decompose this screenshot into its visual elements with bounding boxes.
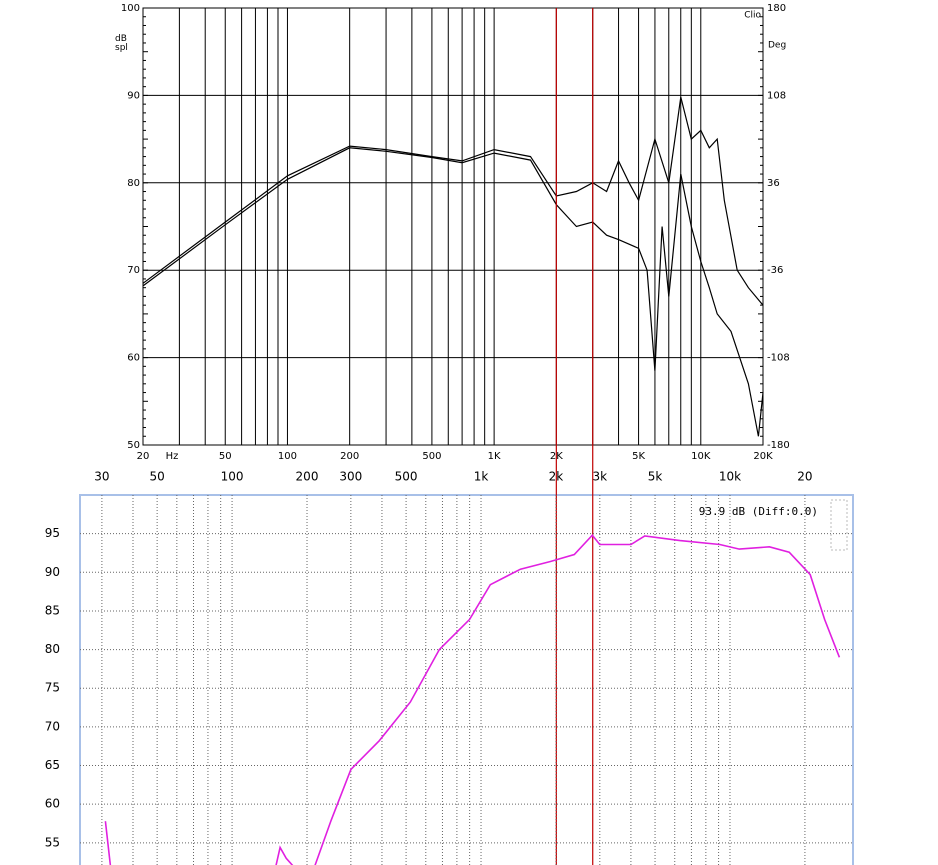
annotation: 93.9 dB (Diff:0.0) [699, 505, 818, 518]
x-tick-label: 1K [488, 451, 501, 462]
y2-tick-label: -180 [767, 440, 790, 451]
y-tick-label: 75 [45, 681, 60, 695]
y2-axis-label: Deg [768, 41, 786, 51]
y2-tick-label: 36 [767, 178, 780, 189]
x-tick-label: 5k [648, 470, 663, 484]
x-tick-label: 200 [340, 451, 359, 462]
series-line [142, 96, 764, 306]
y-tick-label: 90 [45, 565, 60, 579]
x-tick-label: 30 [94, 470, 109, 484]
x-tick-label: 100 [278, 451, 297, 462]
y2-tick-label: -36 [767, 265, 783, 276]
y-tick-label: 55 [45, 835, 60, 849]
y-tick-label: 95 [45, 526, 60, 540]
series-line [142, 147, 764, 437]
y-tick-label: 100 [121, 3, 140, 14]
x-tick-label: 300 [339, 470, 362, 484]
x-tick-label: 500 [395, 470, 418, 484]
y-tick-label: 90 [127, 90, 140, 101]
scale-icon [830, 499, 848, 551]
corner-text: Clio [744, 11, 761, 21]
y-tick-label: 80 [45, 642, 60, 656]
y2-tick-label: 108 [767, 90, 786, 101]
y-tick-label: 65 [45, 758, 60, 772]
y-tick-label: 60 [127, 353, 140, 364]
y-tick-label: 70 [127, 265, 140, 276]
y-tick-label: 85 [45, 603, 60, 617]
x-tick-label: 50 [149, 470, 164, 484]
y-tick-label: 60 [45, 797, 60, 811]
x-tick-label: 10k [719, 470, 741, 484]
x-tick-label: 2k [549, 470, 564, 484]
y2-tick-label: 180 [767, 3, 786, 14]
y2-tick-label: -108 [767, 353, 790, 364]
y-tick-label: 50 [127, 440, 140, 451]
y-tick-label: 70 [45, 719, 60, 733]
x-tick-label: 3k [593, 470, 608, 484]
y-axis-label: dB spl [115, 34, 128, 53]
series-line [104, 533, 841, 865]
x-tick-label: 500 [422, 451, 441, 462]
x-tick-label: 20 [797, 470, 812, 484]
x-tick-label: 20K [753, 451, 773, 462]
x-tick-label: 200 [296, 470, 319, 484]
x-unit: Hz [166, 451, 179, 462]
x-tick-label: 1k [474, 470, 489, 484]
x-tick-label: 5K [632, 451, 645, 462]
x-tick-label: 10K [691, 451, 711, 462]
lower-plot-frame [79, 494, 854, 865]
x-tick-label: 50 [219, 451, 232, 462]
x-tick-label: 20 [137, 451, 150, 462]
y-tick-label: 80 [127, 178, 140, 189]
x-tick-label: 100 [221, 470, 244, 484]
